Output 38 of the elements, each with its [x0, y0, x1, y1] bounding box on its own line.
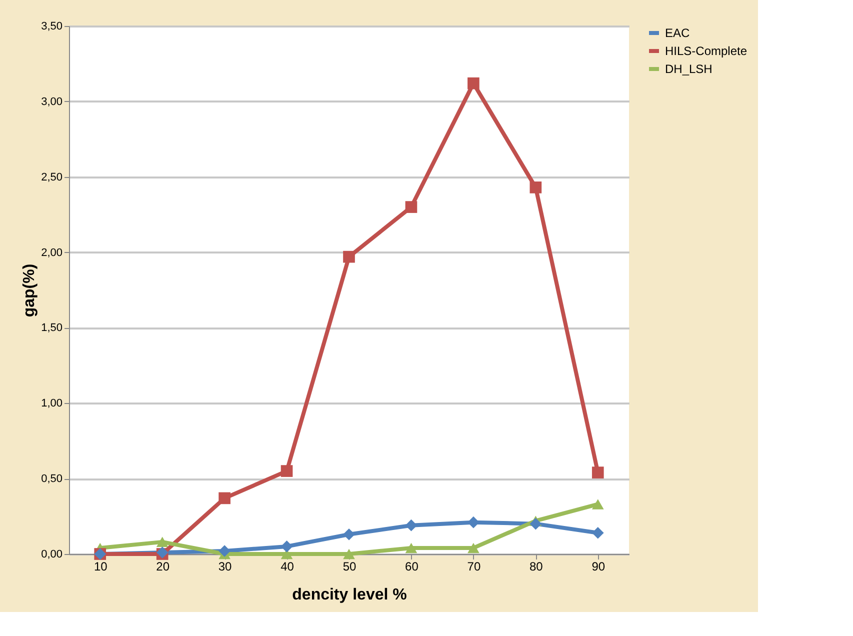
y-tick-label: 0,50	[41, 473, 62, 486]
y-tick-label: 3,00	[41, 96, 62, 108]
point	[468, 542, 480, 554]
point	[156, 536, 168, 548]
point	[405, 542, 418, 554]
x-axis-title: dencity level %	[292, 586, 407, 604]
point	[218, 545, 230, 557]
point	[405, 201, 418, 213]
legend-label: DH_LSH	[665, 62, 712, 76]
point	[343, 548, 355, 560]
point	[530, 518, 542, 530]
x-tick-label: 60	[405, 560, 419, 574]
point	[468, 77, 480, 90]
x-tick-label: 50	[342, 560, 356, 574]
x-tick-label: 40	[280, 560, 294, 574]
legend-label: HILS-Complete	[665, 44, 748, 58]
point	[343, 250, 355, 263]
y-axis-title: gap(%)	[21, 264, 38, 318]
y-tick-label: 1,00	[41, 398, 62, 410]
x-tick-label: 90	[592, 560, 606, 574]
point	[530, 182, 542, 194]
point	[592, 526, 604, 539]
x-tick-label: 20	[156, 560, 170, 574]
point	[592, 499, 604, 510]
legend-label: EAC	[665, 26, 690, 40]
x-tick-label: 30	[218, 560, 232, 574]
y-tick-label: 2,50	[41, 171, 62, 184]
y-tick-label: 3,50	[41, 20, 62, 32]
x-tick-label: 10	[94, 560, 108, 574]
y-tick-label: 1,50	[41, 322, 62, 334]
point	[218, 492, 230, 504]
x-tick-label: 80	[529, 560, 544, 574]
point	[592, 466, 604, 478]
x-tick-label: 70	[467, 560, 481, 574]
point	[280, 465, 293, 477]
point	[343, 528, 355, 540]
y-tick-label: 0,00	[41, 548, 62, 560]
y-tick-label: 2,00	[41, 246, 62, 259]
